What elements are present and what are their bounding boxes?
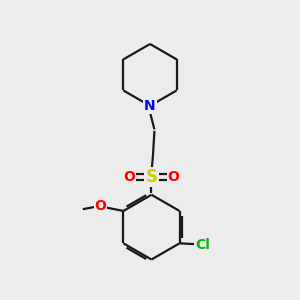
Text: O: O — [124, 170, 135, 184]
Text: O: O — [94, 199, 106, 213]
Text: N: N — [144, 99, 156, 113]
Text: S: S — [146, 168, 158, 186]
Text: O: O — [168, 170, 179, 184]
Text: Cl: Cl — [195, 238, 210, 252]
